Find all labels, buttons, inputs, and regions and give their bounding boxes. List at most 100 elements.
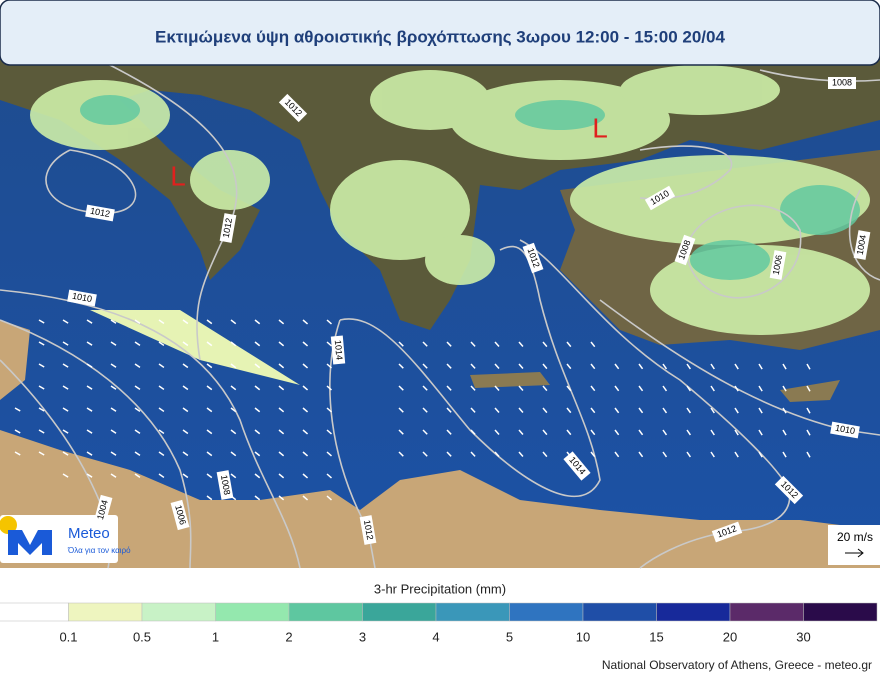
wind-arrow <box>206 341 213 347</box>
colorbar-tick-label: 15 <box>649 629 663 644</box>
wind-arrow <box>734 451 739 458</box>
wind-arrow <box>518 363 524 370</box>
colorbar-tick-label: 0.5 <box>133 629 151 644</box>
wind-arrow <box>278 363 285 369</box>
wind-arrow <box>206 429 213 435</box>
colorbar-tick-label: 20 <box>723 629 737 644</box>
wind-arrow <box>38 341 45 346</box>
wind-arrow <box>494 363 500 369</box>
wind-arrow <box>254 319 261 325</box>
wind-arrow <box>614 451 620 458</box>
wind-arrow <box>206 451 213 457</box>
colorbar-tick-label: 3 <box>359 629 366 644</box>
wind-arrow <box>734 385 739 392</box>
wind-arrow <box>542 407 548 414</box>
wind-arrow <box>62 429 69 434</box>
wind-arrow <box>326 407 332 413</box>
wind-arrow <box>614 363 620 370</box>
wind-arrow <box>14 429 21 434</box>
wind-arrow <box>782 385 787 392</box>
wind-arrow <box>326 385 332 391</box>
colorbar-tick-label: 2 <box>285 629 292 644</box>
isobar-label-bg <box>674 234 696 266</box>
wind-arrow <box>38 319 45 324</box>
wind-arrow <box>158 451 165 457</box>
isobar-label-bg <box>170 499 190 531</box>
wind-arrow <box>134 407 141 412</box>
wind-arrow <box>470 451 476 457</box>
wind-arrow <box>302 319 309 325</box>
wind-arrow <box>446 341 452 347</box>
wind-arrow <box>662 429 668 436</box>
wind-arrow <box>470 429 476 435</box>
wind-arrow <box>182 407 189 413</box>
wind-arrow <box>38 451 45 456</box>
wind-arrow <box>710 363 715 370</box>
wind-arrow <box>470 363 476 369</box>
wind-arrow <box>710 407 715 414</box>
wind-arrow <box>638 451 644 458</box>
wind-arrow <box>686 363 692 370</box>
wind-arrow <box>302 363 309 369</box>
wind-arrow <box>422 451 428 457</box>
wind-arrow <box>14 407 21 412</box>
isobar-label-bg <box>830 421 860 439</box>
wind-arrow <box>182 473 189 479</box>
wind-arrow <box>110 473 117 478</box>
wind-arrow <box>278 385 285 391</box>
isobar-label: 1008 <box>219 474 232 495</box>
wind-arrow <box>326 451 332 457</box>
colorbar-segment <box>68 602 143 622</box>
wind-arrow <box>758 429 763 436</box>
wind-arrow <box>62 363 69 368</box>
wind-arrow <box>158 473 165 479</box>
credit: National Observatory of Athens, Greece -… <box>602 658 872 672</box>
wind-arrow <box>86 385 93 390</box>
wind-arrow <box>62 385 69 390</box>
wind-arrow <box>782 363 787 370</box>
wind-arrow <box>734 429 739 436</box>
wind-arrow <box>806 385 811 392</box>
wind-arrow <box>230 385 237 391</box>
wind-arrow <box>254 495 261 501</box>
wind-arrow <box>638 407 644 414</box>
isobar-label-bg <box>644 185 676 211</box>
wind-arrow <box>254 429 261 435</box>
wind-arrow <box>758 385 763 392</box>
wind-arrow <box>566 429 572 436</box>
wind-arrow <box>86 341 93 346</box>
colorbar-tick-label: 5 <box>506 629 513 644</box>
wind-arrow <box>110 363 117 368</box>
wind-arrow <box>590 451 596 458</box>
wind-arrow <box>638 363 644 370</box>
wind-arrow <box>134 319 141 324</box>
wind-arrow <box>806 429 811 436</box>
wind-arrow <box>110 451 117 456</box>
wind-arrow <box>422 407 428 413</box>
wind-arrow <box>302 451 309 457</box>
wind-arrow <box>494 429 500 435</box>
wind-arrow <box>134 451 141 456</box>
wind-arrow <box>38 407 45 412</box>
wind-arrow <box>158 341 165 347</box>
title: Εκτιμώμενα ύψη αθροιστικής βροχόπτωσης 3… <box>155 27 725 46</box>
wind-arrow <box>182 341 189 347</box>
wind-arrow <box>62 473 69 478</box>
wind-arrow <box>758 451 763 458</box>
wind-arrow <box>638 385 644 392</box>
wind-arrow <box>662 451 668 458</box>
wind-arrow <box>590 407 596 414</box>
wind-arrow <box>662 385 668 392</box>
colorbar-segment <box>582 602 657 622</box>
wind-arrow <box>302 341 309 347</box>
wind-arrow <box>398 341 404 347</box>
wind-arrow <box>86 473 93 478</box>
wind-arrow <box>614 385 620 392</box>
wind-arrow <box>326 341 332 347</box>
wind-arrow <box>230 407 237 413</box>
wind-arrow <box>302 495 309 501</box>
wind-arrow <box>446 385 452 391</box>
wind-arrow <box>134 385 141 390</box>
wind-arrow <box>494 385 500 391</box>
isobar-label: 1012 <box>221 217 234 238</box>
